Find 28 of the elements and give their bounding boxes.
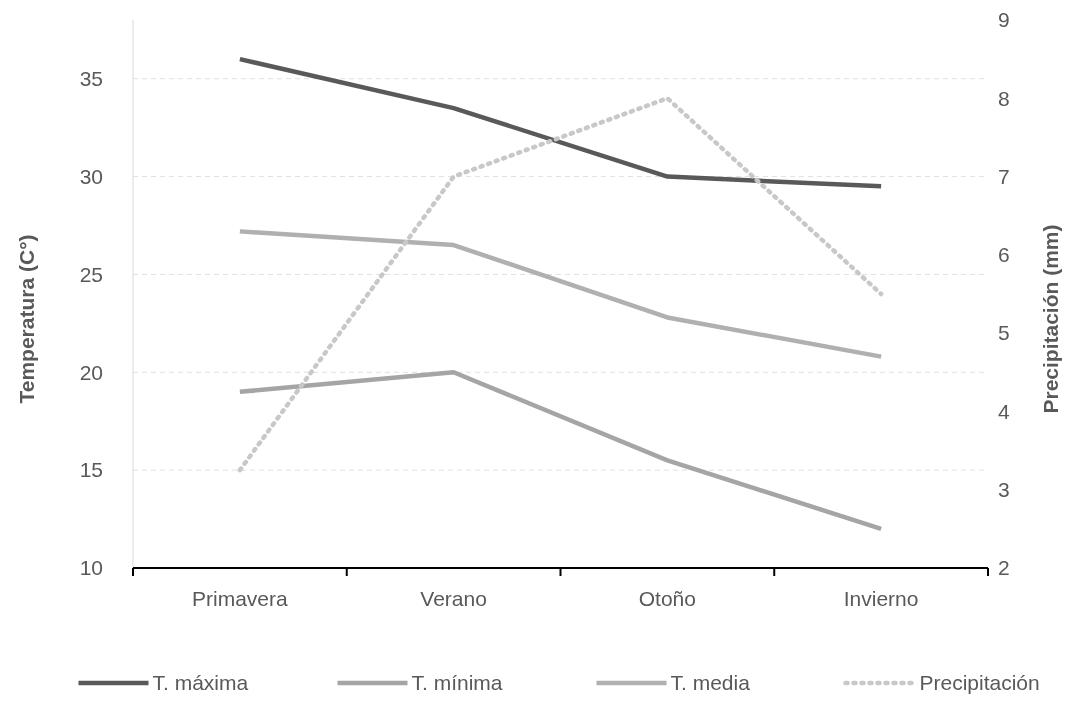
y2-axis-title: Precipitación (mm) [1039, 224, 1062, 414]
legend-label: T. media [670, 671, 751, 694]
x-tick-label: Invierno [843, 587, 919, 610]
y-tick-label: 25 [79, 262, 103, 286]
legend-label: Precipitación [919, 671, 1040, 694]
y2-tick-label: 6 [998, 243, 1010, 267]
line-series [237, 96, 884, 473]
line-series [237, 229, 884, 359]
line-series [237, 56, 884, 189]
legend-label: T. mínima [411, 671, 503, 694]
y2-tick-label: 4 [998, 399, 1010, 423]
legend-label: T. máxima [152, 671, 249, 694]
line-series [237, 370, 884, 532]
y-tick-label: 10 [79, 556, 103, 580]
y-tick-label: 35 [79, 67, 103, 91]
y2-tick-label: 7 [998, 164, 1010, 188]
x-tick-label: Primavera [192, 587, 289, 610]
y-tick-label: 20 [79, 360, 103, 384]
y2-tick-label: 3 [998, 478, 1010, 502]
y2-tick-label: 2 [998, 556, 1010, 580]
x-tick-label: Verano [420, 587, 487, 610]
y-tick-label: 15 [79, 458, 103, 482]
y2-tick-label: 8 [998, 86, 1010, 110]
y-axis-title: Temperatura (C°) [15, 234, 38, 404]
y2-tick-label: 9 [998, 8, 1010, 32]
y2-tick-label: 5 [998, 321, 1010, 345]
y-tick-label: 30 [79, 164, 103, 188]
x-tick-label: Otoño [638, 587, 696, 610]
